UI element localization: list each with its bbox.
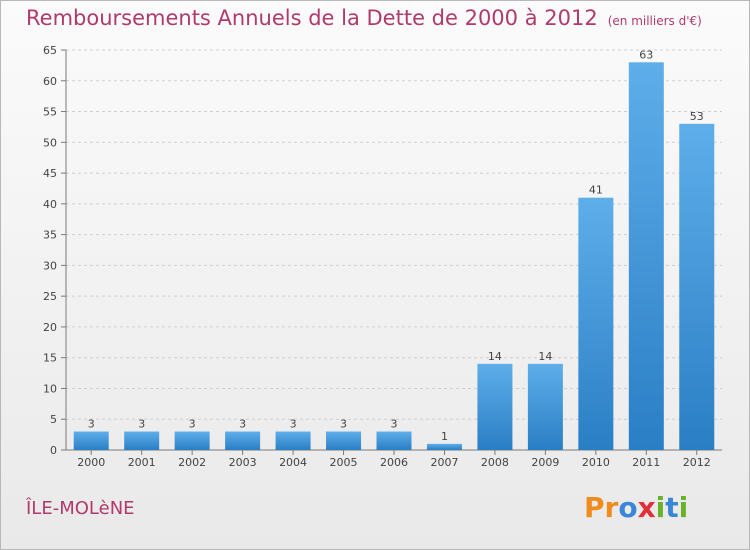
- logo-letter: o: [618, 491, 637, 524]
- logo-letter: i: [679, 491, 689, 524]
- logo-letter: x: [638, 491, 656, 524]
- data-label: 41: [589, 184, 603, 197]
- data-label: 1: [441, 430, 448, 443]
- chart-title: Remboursements Annuels de la Dette de 20…: [26, 6, 702, 30]
- bar: [225, 431, 261, 450]
- logo-letter: t: [665, 491, 678, 524]
- y-tick-label: 0: [50, 444, 57, 457]
- bar: [275, 431, 311, 450]
- chart-unit-subtitle: (en milliers d'€): [607, 14, 702, 28]
- y-tick-label: 50: [43, 136, 57, 149]
- axes: [61, 49, 722, 455]
- data-label: 3: [340, 418, 347, 431]
- x-tick-label: 2003: [229, 456, 257, 469]
- y-tick-label: 65: [43, 44, 57, 57]
- data-label: 3: [189, 418, 196, 431]
- data-label: 53: [690, 110, 704, 123]
- x-tick-label: 2002: [178, 456, 206, 469]
- x-tick-label: 2004: [279, 456, 307, 469]
- svg-text:Proxiti: Proxiti: [584, 491, 688, 524]
- data-label: 63: [639, 48, 653, 61]
- x-tick-label: 2005: [330, 456, 358, 469]
- data-label: 14: [538, 350, 552, 363]
- bars: [73, 62, 715, 451]
- x-tick-label: 2011: [632, 456, 660, 469]
- bar: [174, 431, 210, 450]
- y-tick-label: 10: [43, 382, 57, 395]
- data-label: 3: [239, 418, 246, 431]
- bar: [477, 363, 513, 450]
- bar: [124, 431, 160, 450]
- y-tick-label: 55: [43, 106, 57, 119]
- grid-lines: [66, 49, 722, 420]
- y-tick-label: 5: [50, 413, 57, 426]
- x-tick-label: 2008: [481, 456, 509, 469]
- bar: [628, 62, 664, 451]
- bar: [376, 431, 412, 450]
- data-label: 3: [290, 418, 297, 431]
- bar: [326, 431, 362, 450]
- bar: [73, 431, 109, 450]
- x-tick-label: 2009: [531, 456, 559, 469]
- x-tick-label: 2001: [128, 456, 156, 469]
- y-tick-label: 20: [43, 321, 57, 334]
- chart-title-text: Remboursements Annuels de la Dette de 20…: [26, 6, 598, 30]
- x-tick-label: 2000: [77, 456, 105, 469]
- y-tick-label: 30: [43, 259, 57, 272]
- bar: [426, 443, 462, 450]
- data-label: 3: [391, 418, 398, 431]
- x-tick-label: 2010: [582, 456, 610, 469]
- logo-letter: P: [584, 491, 605, 524]
- proxiti-logo: Proxiti: [584, 491, 688, 524]
- data-label: 3: [138, 418, 145, 431]
- x-tick-label: 2007: [430, 456, 458, 469]
- bar: [679, 123, 715, 450]
- x-tick-label: 2012: [683, 456, 711, 469]
- bar: [527, 363, 563, 450]
- data-label: 14: [488, 350, 502, 363]
- y-tick-label: 40: [43, 198, 57, 211]
- logo-letter: i: [656, 491, 666, 524]
- y-tick-label: 45: [43, 167, 57, 180]
- y-tick-label: 60: [43, 75, 57, 88]
- commune-name: ÎLE-MOLèNE: [26, 498, 135, 519]
- y-tick-label: 15: [43, 352, 57, 365]
- bar: [578, 197, 614, 450]
- x-tick-label: 2006: [380, 456, 408, 469]
- y-tick-label: 35: [43, 229, 57, 242]
- data-label: 3: [88, 418, 95, 431]
- y-tick-label: 25: [43, 290, 57, 303]
- logo-letter: r: [605, 491, 619, 524]
- labels: 0 5 10 15 20 25 30 35 40 45 50 55 60 65 2000 3 2001 3 2002…: [43, 44, 711, 469]
